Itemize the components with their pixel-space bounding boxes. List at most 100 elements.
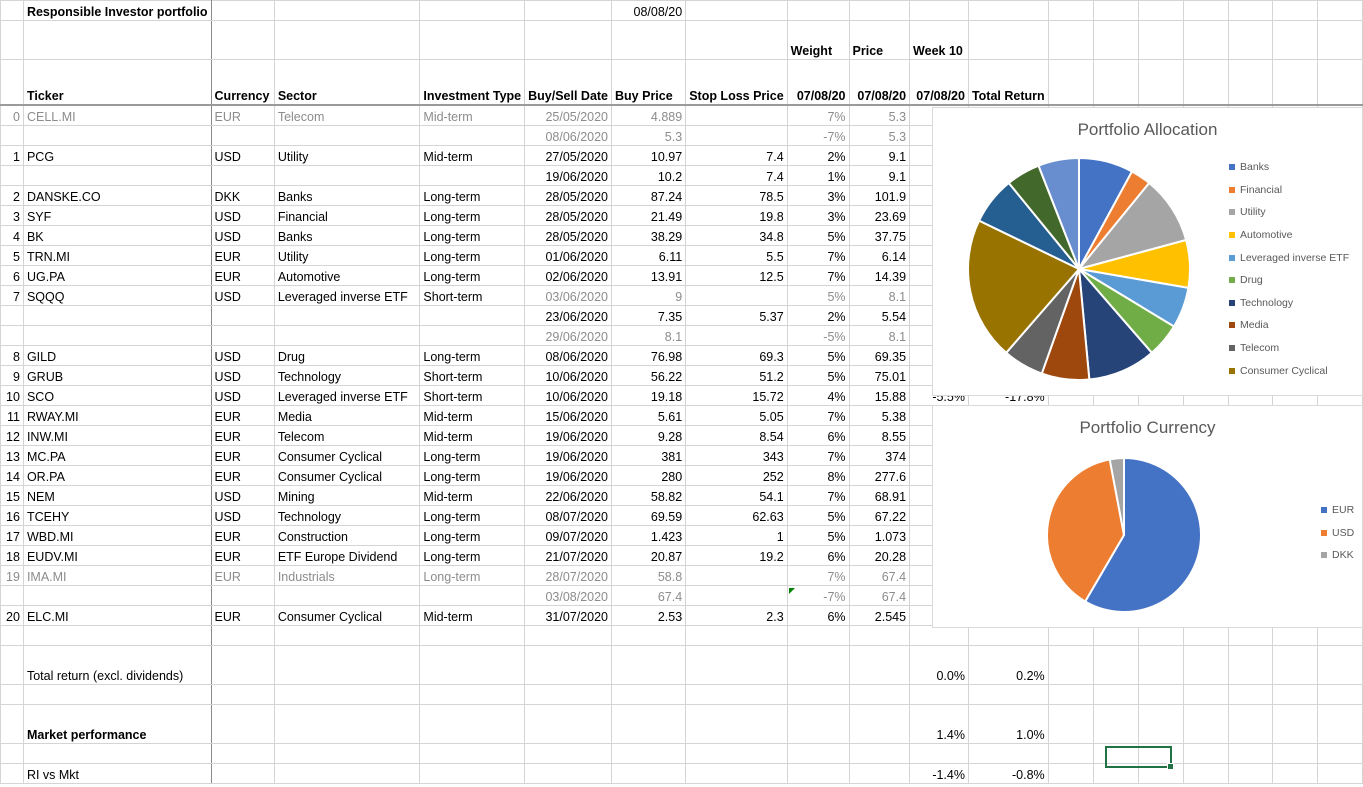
cell[interactable]	[1093, 644, 1139, 685]
cell[interactable]	[1317, 0, 1363, 21]
cell[interactable]	[1272, 624, 1319, 646]
cell[interactable]	[524, 0, 613, 21]
investment-type[interactable]: Long-term	[419, 524, 526, 546]
cell[interactable]	[210, 0, 275, 21]
stop-loss-price[interactable]: 252	[685, 464, 788, 486]
cell[interactable]	[1137, 624, 1184, 646]
cell[interactable]	[685, 644, 788, 685]
trade-date[interactable]: 10/06/2020	[524, 384, 613, 406]
currency[interactable]: EUR	[210, 424, 275, 446]
investment-type[interactable]	[419, 164, 526, 186]
cell[interactable]	[611, 683, 687, 705]
ticker[interactable]: SCO	[22, 384, 212, 406]
stop-loss-price[interactable]: 19.8	[685, 204, 788, 226]
cell[interactable]	[1227, 762, 1274, 784]
investment-type[interactable]: Long-term	[419, 224, 526, 246]
row-index[interactable]: 7	[0, 284, 24, 306]
column-header[interactable]: Buy Price	[611, 59, 687, 106]
investment-type[interactable]: Mid-term	[419, 424, 526, 446]
weight[interactable]: 7%	[786, 244, 850, 266]
ticker[interactable]: TCEHY	[22, 504, 212, 526]
row-index[interactable]: 1	[0, 144, 24, 166]
ticker[interactable]	[22, 124, 212, 146]
row-index[interactable]: 10	[0, 384, 24, 406]
buy-price[interactable]: 19.18	[611, 384, 687, 406]
cell[interactable]	[1137, 683, 1184, 705]
investment-type[interactable]: Long-term	[419, 544, 526, 566]
cell[interactable]	[1317, 683, 1363, 705]
column-header[interactable]: Weight	[786, 20, 850, 60]
price[interactable]: 37.75	[848, 224, 911, 246]
buy-price[interactable]: 67.4	[611, 584, 687, 606]
currency[interactable]: EUR	[210, 544, 275, 566]
cell[interactable]	[0, 683, 24, 705]
trade-date[interactable]: 10/06/2020	[524, 364, 613, 386]
cell[interactable]	[685, 742, 788, 764]
buy-price[interactable]: 5.61	[611, 404, 687, 426]
row-index[interactable]: 16	[0, 504, 24, 526]
investment-type[interactable]: Long-term	[419, 464, 526, 486]
ticker[interactable]: PCG	[22, 144, 212, 166]
stop-loss-price[interactable]: 34.8	[685, 224, 788, 246]
cell[interactable]	[1317, 624, 1363, 646]
cell[interactable]	[419, 683, 526, 705]
weight[interactable]: 7%	[786, 104, 850, 126]
cell[interactable]	[210, 683, 275, 705]
cell[interactable]	[1317, 644, 1363, 685]
cell[interactable]	[611, 20, 687, 60]
cell[interactable]	[848, 0, 911, 21]
stop-loss-price[interactable]: 62.63	[685, 504, 788, 526]
cell[interactable]	[1047, 762, 1095, 784]
investment-type[interactable]	[419, 324, 526, 346]
buy-price[interactable]: 56.22	[611, 364, 687, 386]
column-header[interactable]: Buy/Sell Date	[524, 59, 613, 106]
row-index[interactable]	[0, 164, 24, 186]
price[interactable]: 5.3	[848, 124, 911, 146]
ticker[interactable]	[22, 584, 212, 606]
selected-cell[interactable]	[1105, 746, 1174, 770]
sector[interactable]: Technology	[273, 364, 421, 386]
cell[interactable]	[1093, 703, 1139, 744]
ticker[interactable]: GRUB	[22, 364, 212, 386]
price[interactable]: 101.9	[848, 184, 911, 206]
cell[interactable]	[1317, 20, 1363, 60]
currency[interactable]	[210, 584, 275, 606]
row-index[interactable]: 2	[0, 184, 24, 206]
cell[interactable]	[22, 742, 212, 764]
stop-loss-price[interactable]: 1	[685, 524, 788, 546]
column-header[interactable]: Currency	[210, 59, 275, 106]
summary-label[interactable]: Total return (excl. dividends)	[22, 644, 212, 685]
buy-price[interactable]: 5.3	[611, 124, 687, 146]
sector[interactable]: Technology	[273, 504, 421, 526]
ticker[interactable]: UG.PA	[22, 264, 212, 286]
currency[interactable]: EUR	[210, 444, 275, 466]
sector[interactable]: ETF Europe Dividend	[273, 544, 421, 566]
ticker[interactable]: DANSKE.CO	[22, 184, 212, 206]
cell[interactable]	[1227, 20, 1274, 60]
sector[interactable]: Consumer Cyclical	[273, 444, 421, 466]
weight[interactable]: 7%	[786, 444, 850, 466]
investment-type[interactable]: Mid-term	[419, 484, 526, 506]
column-header[interactable]: 07/08/20	[786, 59, 850, 106]
summary-week-return[interactable]: -1.4%	[909, 762, 969, 784]
buy-price[interactable]: 381	[611, 444, 687, 466]
weight[interactable]: 8%	[786, 464, 850, 486]
buy-price[interactable]: 58.8	[611, 564, 687, 586]
cell[interactable]	[524, 703, 613, 744]
ticker[interactable]: SQQQ	[22, 284, 212, 306]
cell[interactable]	[786, 703, 850, 744]
weight[interactable]: 3%	[786, 184, 850, 206]
trade-date[interactable]: 02/06/2020	[524, 264, 613, 286]
price[interactable]: 20.28	[848, 544, 911, 566]
investment-type[interactable]	[419, 584, 526, 606]
cell[interactable]	[0, 59, 24, 106]
investment-type[interactable]: Long-term	[419, 184, 526, 206]
buy-price[interactable]: 7.35	[611, 304, 687, 326]
trade-date[interactable]: 08/07/2020	[524, 504, 613, 526]
stop-loss-price[interactable]	[685, 104, 788, 126]
buy-price[interactable]: 280	[611, 464, 687, 486]
cell[interactable]	[967, 0, 1049, 21]
currency[interactable]: DKK	[210, 184, 275, 206]
price[interactable]: 1.073	[848, 524, 911, 546]
ticker[interactable]: OR.PA	[22, 464, 212, 486]
